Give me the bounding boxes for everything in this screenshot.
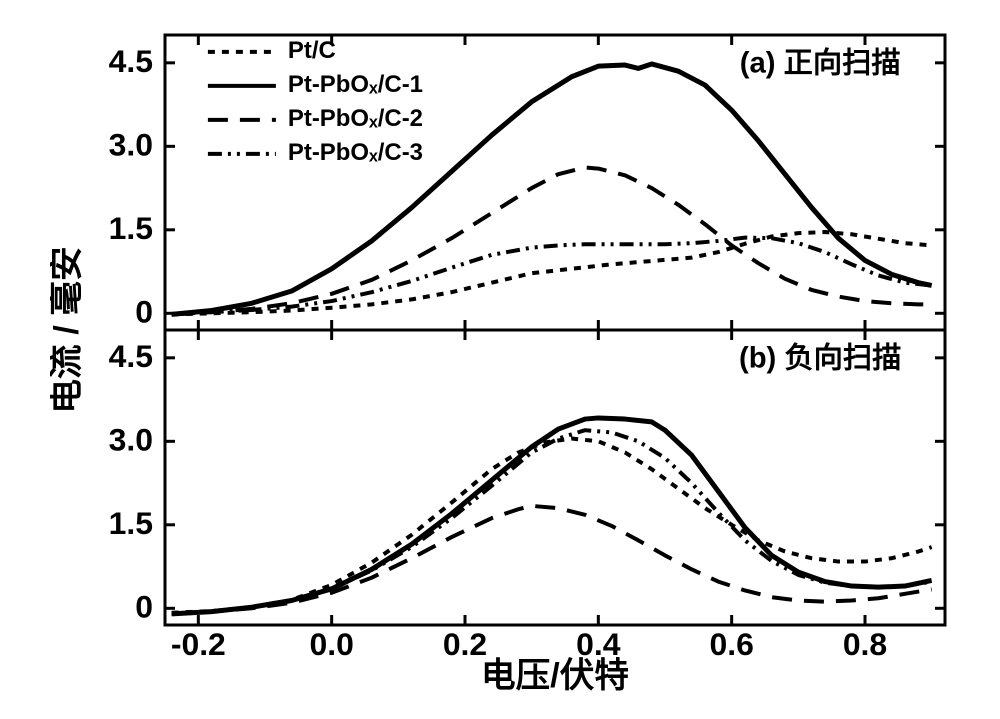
svg-text:1.5: 1.5 — [109, 210, 153, 246]
svg-text:0.6: 0.6 — [709, 626, 753, 662]
svg-text:1.5: 1.5 — [109, 505, 153, 541]
svg-text:-0.2: -0.2 — [171, 626, 226, 662]
svg-text:电流 / 毫安: 电流 / 毫安 — [50, 246, 86, 413]
svg-text:4.5: 4.5 — [109, 338, 153, 374]
chart-svg: 电流 / 毫安电压/伏特 0 1.5 3.0 4.5 (a) 正向扫描 0 1.5 3.0 4.5… — [50, 20, 970, 700]
series-ptpb1 — [172, 418, 932, 614]
series-ptpb1 — [172, 64, 932, 314]
panel-annotation: (a) 正向扫描 — [740, 47, 901, 80]
svg-text:0.2: 0.2 — [443, 626, 487, 662]
svg-text:0: 0 — [135, 588, 153, 624]
svg-text:电压/伏特: 电压/伏特 — [481, 657, 629, 695]
chart-frame: 电流 / 毫安电压/伏特 0 1.5 3.0 4.5 (a) 正向扫描 0 1.5 3.0 4.5… — [50, 20, 970, 700]
series-ptpb2 — [172, 506, 932, 614]
svg-text:0.0: 0.0 — [309, 626, 353, 662]
legend-label: Pt-PbOₓ/C-1 — [288, 71, 423, 98]
svg-text:0.8: 0.8 — [843, 626, 887, 662]
series-ptc — [172, 439, 932, 613]
svg-text:3.0: 3.0 — [109, 421, 153, 457]
legend-label: Pt/C — [288, 37, 336, 64]
svg-text:4.5: 4.5 — [109, 43, 153, 79]
legend-label: Pt-PbOₓ/C-2 — [288, 105, 423, 132]
svg-text:0: 0 — [135, 293, 153, 329]
legend-label: Pt-PbOₓ/C-3 — [288, 139, 423, 166]
panel-annotation: (b) 负向扫描 — [739, 342, 901, 375]
svg-text:3.0: 3.0 — [109, 126, 153, 162]
series-ptpb3 — [172, 430, 932, 614]
svg-text:0.4: 0.4 — [576, 626, 621, 662]
